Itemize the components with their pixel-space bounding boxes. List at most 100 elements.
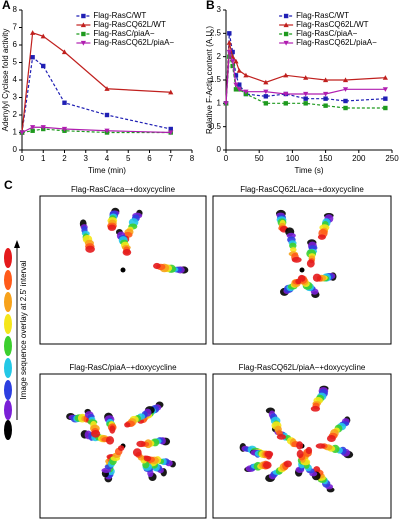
marker (263, 89, 269, 95)
marker (230, 49, 235, 55)
y-tick-label: 3 (217, 5, 222, 14)
marker (62, 100, 67, 105)
center-dot (120, 267, 126, 273)
scale-swatch (4, 380, 12, 400)
marker (342, 77, 349, 83)
marker (40, 125, 46, 130)
legend-label: Flag-RasC/WT (296, 11, 349, 20)
marker (41, 63, 46, 69)
y-axis-label: Adenylyl Cyclase fold activity (1, 29, 10, 132)
cell (85, 245, 95, 253)
cell (317, 234, 326, 240)
y-axis-label: Relative F-Actin content (A.U.) (205, 26, 214, 134)
cell (153, 262, 161, 270)
marker (104, 86, 110, 91)
marker (80, 22, 86, 28)
marker (342, 87, 349, 92)
y-tick-label: 8 (13, 5, 18, 14)
marker (303, 101, 308, 106)
legend-label: Flag-RasCQ62L/WT (93, 20, 166, 29)
cell (262, 461, 272, 469)
x-tick-label: 6 (147, 154, 152, 163)
cell (105, 436, 115, 445)
cell (276, 434, 287, 440)
marker (81, 13, 86, 19)
marker (30, 128, 35, 133)
cell (107, 224, 117, 231)
scale-swatch (4, 292, 12, 312)
marker (323, 77, 329, 83)
panel-label: B (206, 0, 215, 12)
marker (243, 89, 249, 95)
cell (122, 249, 132, 256)
cell (295, 278, 302, 285)
cell (109, 425, 116, 434)
cell (296, 441, 304, 450)
marker (303, 91, 309, 97)
cell (310, 405, 321, 412)
cell-tracks (66, 207, 354, 493)
image-title: Flag-RasC/piaA−+doxycycline (69, 363, 177, 372)
cell (291, 256, 302, 263)
image-title: Flag-RasC/aca−+doxycycline (71, 185, 176, 194)
y-tick-label: 0 (13, 145, 18, 154)
cell (264, 450, 274, 458)
marker (263, 94, 269, 99)
cell (306, 259, 315, 268)
series-line (21, 126, 171, 134)
marker (303, 96, 308, 101)
legend-label: Flag-RasC/WT (93, 11, 146, 20)
scale-arrow-head (14, 240, 20, 248)
marker (19, 130, 25, 136)
cell (326, 434, 336, 443)
marker (303, 75, 309, 80)
marker (233, 87, 239, 92)
y-tick-label: 5 (13, 58, 18, 67)
scale-swatch (4, 336, 12, 356)
marker (382, 87, 388, 92)
x-tick-label: 250 (385, 154, 399, 163)
marker (80, 40, 86, 46)
marker (236, 87, 242, 92)
panel-label: A (2, 0, 11, 12)
x-tick-label: 1 (41, 154, 46, 163)
panel-label: C (4, 178, 13, 192)
x-tick-label: 0 (20, 154, 25, 163)
cell (305, 446, 313, 455)
marker (168, 130, 174, 136)
scale-swatch (4, 400, 12, 420)
marker (283, 31, 289, 37)
marker (283, 72, 289, 78)
x-tick-label: 2 (62, 154, 67, 163)
marker (236, 68, 242, 73)
cell (312, 273, 322, 282)
scale-swatch (4, 358, 12, 378)
x-axis-label: Time (s) (294, 166, 323, 175)
x-tick-label: 0 (224, 154, 229, 163)
x-tick-label: 4 (105, 154, 110, 163)
legend-label: Flag-RasC/piaA− (296, 29, 357, 38)
y-tick-label: 2 (217, 52, 222, 61)
marker (323, 91, 329, 97)
marker (323, 96, 328, 101)
cell (136, 440, 146, 448)
image-box (39, 373, 207, 519)
x-tick-label: 200 (352, 154, 366, 163)
legend-label: Flag-RasCQ62L/piaA− (93, 38, 174, 47)
cell (117, 445, 125, 451)
cell (283, 460, 292, 468)
scale-swatch (4, 314, 12, 334)
y-tick-label: 2.5 (210, 28, 222, 37)
x-tick-label: 7 (169, 154, 174, 163)
x-tick-label: 3 (84, 154, 89, 163)
y-tick-label: 4 (13, 75, 18, 84)
y-tick-label: 1.5 (210, 75, 222, 84)
marker (30, 30, 36, 35)
image-box (212, 195, 392, 345)
marker (283, 40, 289, 46)
image-box (212, 373, 392, 519)
x-tick-label: 8 (190, 154, 195, 163)
y-tick-label: 6 (13, 40, 18, 49)
marker (104, 112, 110, 118)
image-title: Flag-RasCQ62L/aca−+doxycycline (240, 185, 364, 194)
